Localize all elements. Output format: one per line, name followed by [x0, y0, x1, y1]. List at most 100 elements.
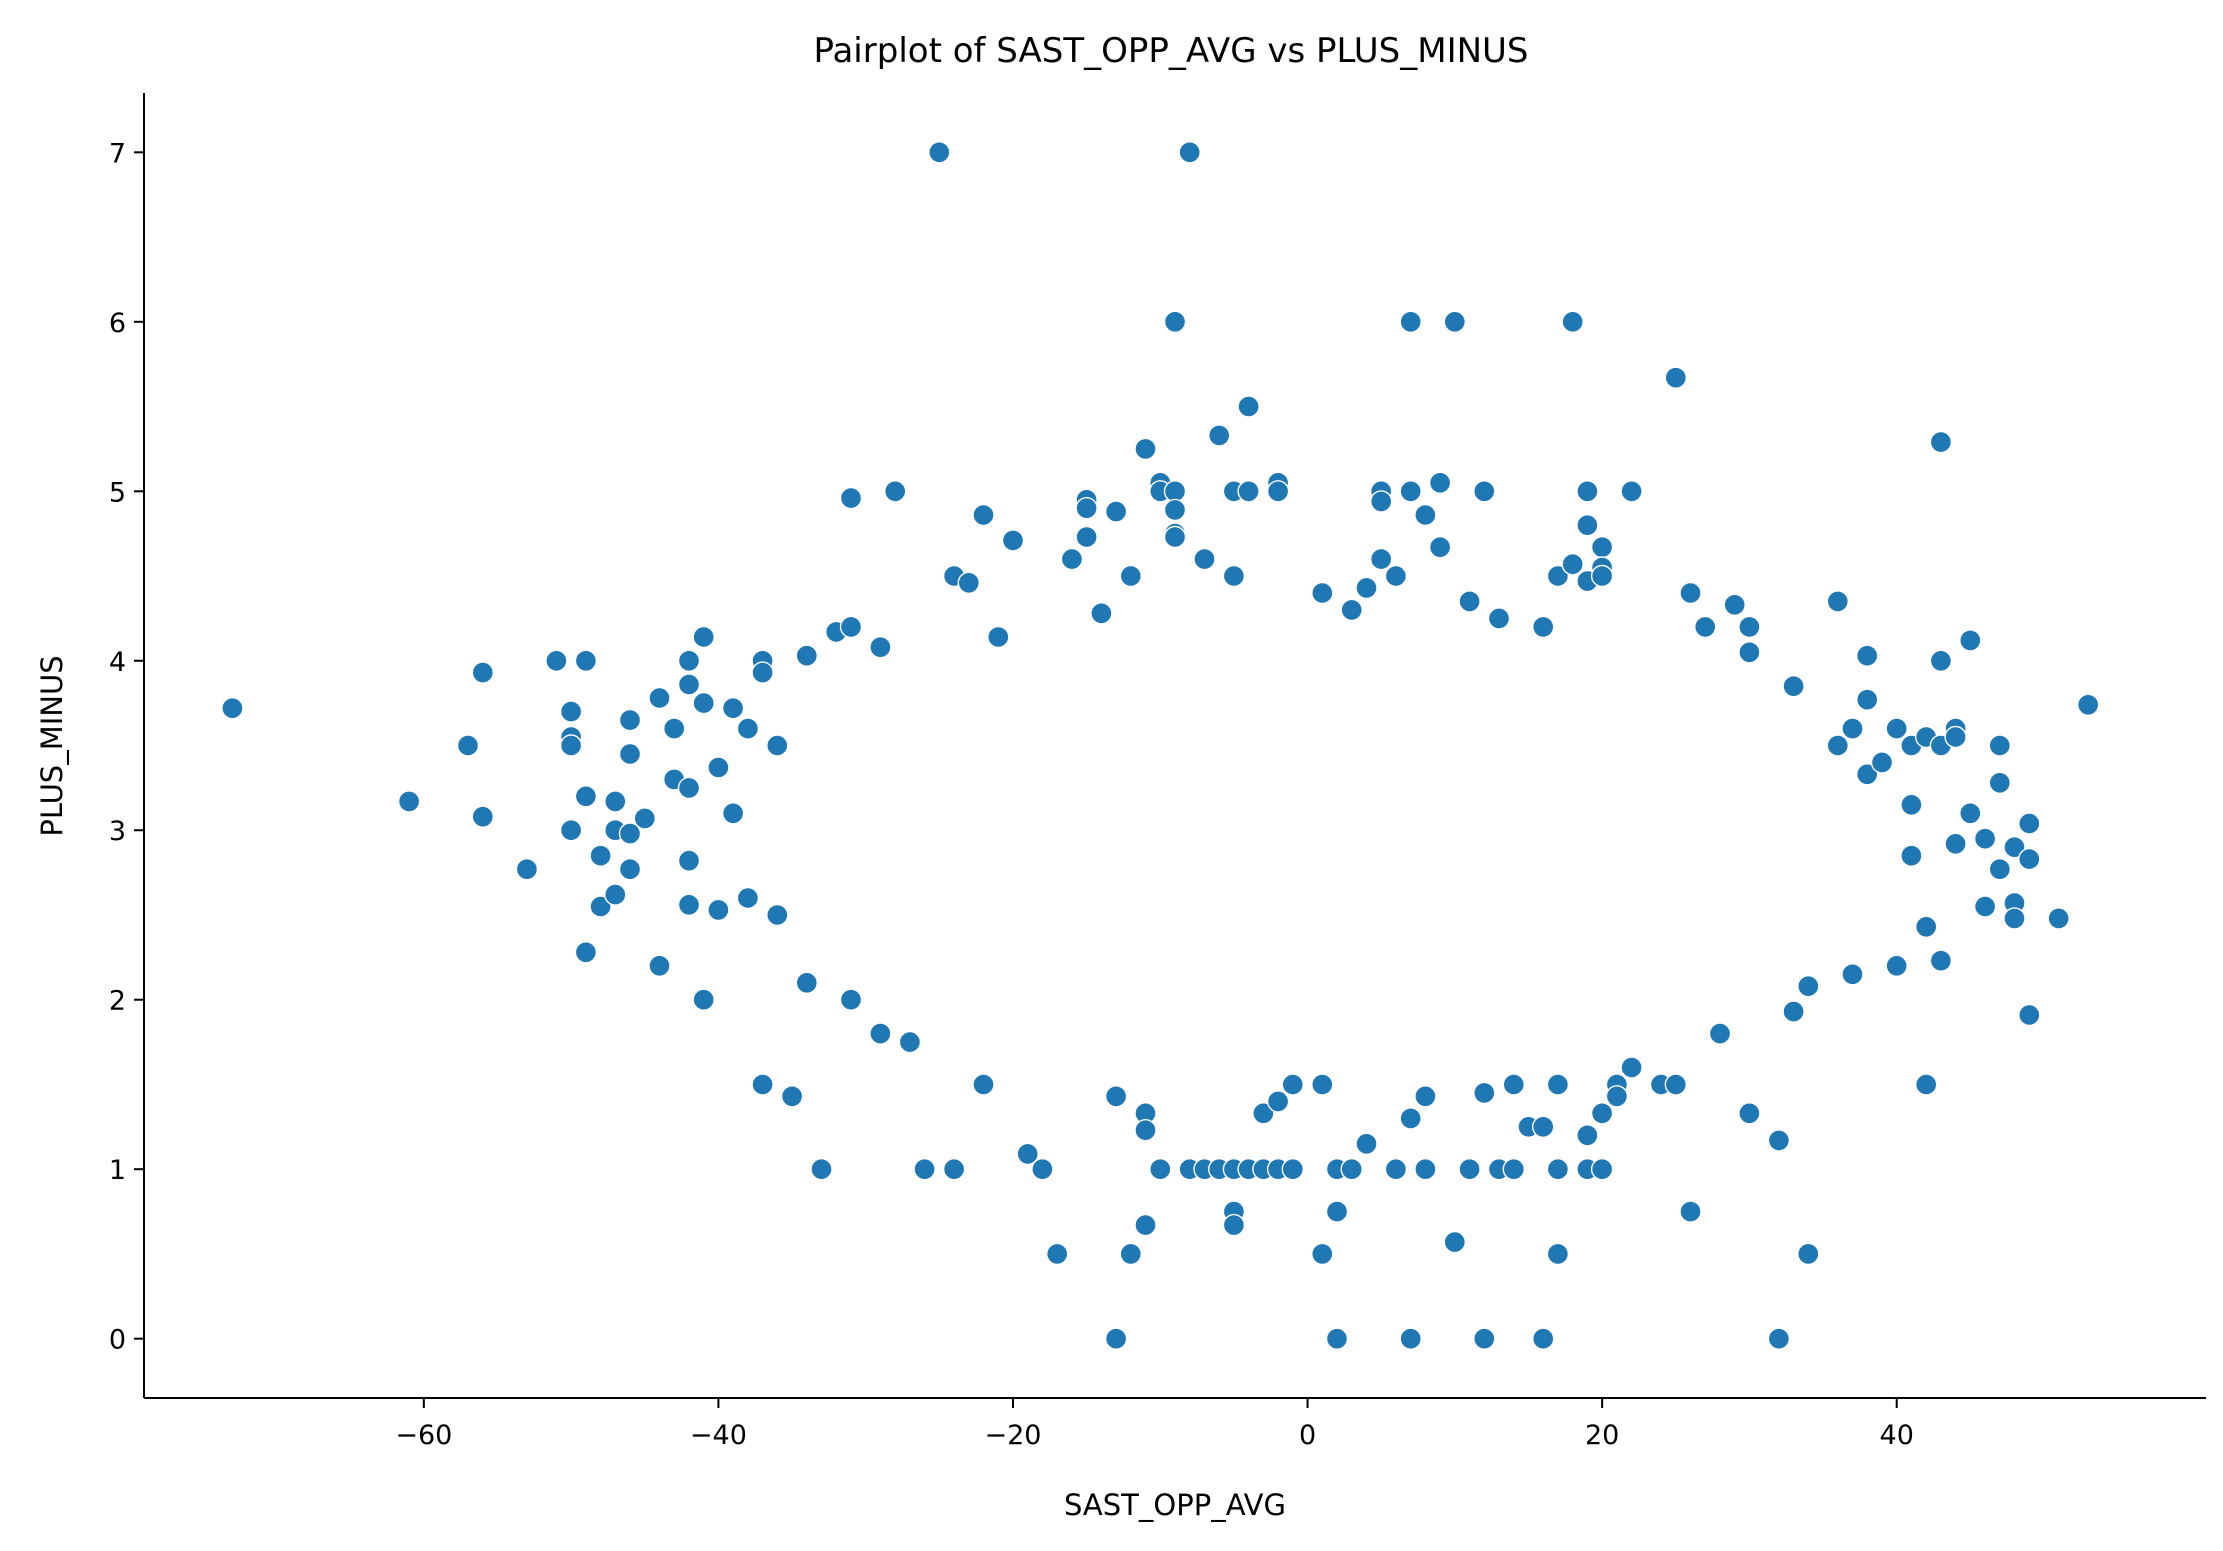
data-point	[677, 649, 701, 672]
x-ticks: −60 −40 −20 0 20 40	[395, 1398, 1914, 1451]
data-point	[1237, 480, 1260, 503]
x-tick-label: 20	[1585, 1420, 1619, 1451]
data-point	[1355, 576, 1378, 600]
data-point	[1311, 1073, 1334, 1096]
data-point	[1900, 844, 1923, 867]
x-tick-label: −20	[984, 1420, 1041, 1451]
data-point	[721, 802, 745, 825]
data-point	[1104, 1085, 1128, 1108]
data-point	[884, 480, 907, 503]
data-point	[1502, 1073, 1526, 1096]
data-point	[913, 1157, 936, 1181]
data-point	[1458, 1157, 1481, 1181]
data-point	[1134, 437, 1157, 461]
data-point	[1193, 547, 1216, 571]
data-point	[589, 895, 612, 918]
data-point	[618, 858, 642, 881]
data-point	[1826, 590, 1850, 613]
data-point	[736, 886, 760, 910]
data-point	[1679, 581, 1702, 605]
data-point	[604, 883, 627, 906]
data-point	[574, 785, 598, 808]
x-tick-label: 40	[1880, 1420, 1914, 1451]
data-point	[957, 571, 980, 594]
data-point	[1738, 1102, 1761, 1125]
data-point	[1104, 500, 1128, 523]
data-point	[545, 649, 568, 672]
data-point	[1207, 424, 1231, 447]
data-point	[677, 776, 701, 800]
data-point	[618, 708, 642, 732]
data-point	[707, 898, 730, 922]
data-point	[1988, 734, 2012, 757]
data-point	[1237, 395, 1260, 418]
data-point	[1163, 480, 1187, 503]
data-point	[1134, 1118, 1157, 1142]
data-point	[1178, 141, 1201, 164]
data-point	[1222, 564, 1246, 588]
data-point	[1841, 963, 1864, 986]
data-point	[1311, 1242, 1334, 1266]
data-point	[1546, 564, 1570, 588]
data-point	[1576, 480, 1599, 503]
data-points	[221, 141, 2100, 1350]
data-point	[1929, 949, 1953, 972]
data-point	[1885, 717, 1908, 740]
data-point	[1944, 725, 1967, 749]
data-point	[221, 697, 244, 720]
data-point	[869, 1022, 892, 1045]
data-point	[1281, 1157, 1305, 1181]
y-axis-label: PLUS_MINUS	[35, 655, 69, 836]
data-point	[1870, 751, 1894, 774]
data-point	[589, 844, 612, 867]
data-point	[1929, 430, 1953, 454]
data-point	[559, 819, 583, 842]
data-point	[633, 807, 656, 830]
y-tick-label: 6	[109, 308, 126, 339]
data-point	[1944, 832, 1967, 855]
data-point	[795, 971, 818, 994]
data-point	[1959, 802, 1982, 825]
data-point	[2003, 836, 2026, 859]
data-point	[1443, 310, 1467, 333]
data-point	[1119, 564, 1143, 588]
data-point	[1561, 553, 1584, 576]
data-point	[1090, 602, 1113, 625]
data-point	[839, 988, 863, 1011]
data-point	[1104, 1327, 1128, 1350]
data-point	[1325, 1200, 1349, 1223]
y-tick-label: 4	[109, 647, 126, 678]
data-point	[736, 717, 760, 740]
data-point	[1414, 503, 1437, 527]
data-point	[1841, 717, 1864, 740]
data-point	[1664, 1073, 1688, 1096]
data-point	[1664, 366, 1688, 389]
data-point	[1311, 581, 1334, 605]
data-point	[1163, 498, 1187, 522]
data-point	[1708, 1022, 1732, 1045]
data-point	[1576, 514, 1599, 537]
data-point	[648, 686, 671, 710]
data-point	[1973, 827, 1997, 850]
data-point	[1561, 310, 1584, 333]
x-tick-label: −40	[690, 1420, 747, 1451]
data-point	[1797, 975, 1820, 998]
data-point	[1590, 1157, 1614, 1181]
y-tick-label: 3	[109, 816, 126, 847]
data-point	[2047, 907, 2070, 930]
data-point	[1826, 734, 1850, 757]
data-point	[795, 644, 818, 667]
data-point	[648, 954, 671, 977]
data-point	[1914, 915, 1938, 938]
data-point	[1163, 310, 1187, 333]
data-point	[1399, 480, 1422, 503]
data-point	[707, 756, 730, 779]
data-point	[559, 734, 583, 757]
data-point	[692, 988, 715, 1011]
data-point	[2018, 847, 2041, 871]
data-point	[1590, 1102, 1614, 1125]
data-point	[1458, 590, 1481, 613]
data-point	[1325, 1327, 1349, 1350]
